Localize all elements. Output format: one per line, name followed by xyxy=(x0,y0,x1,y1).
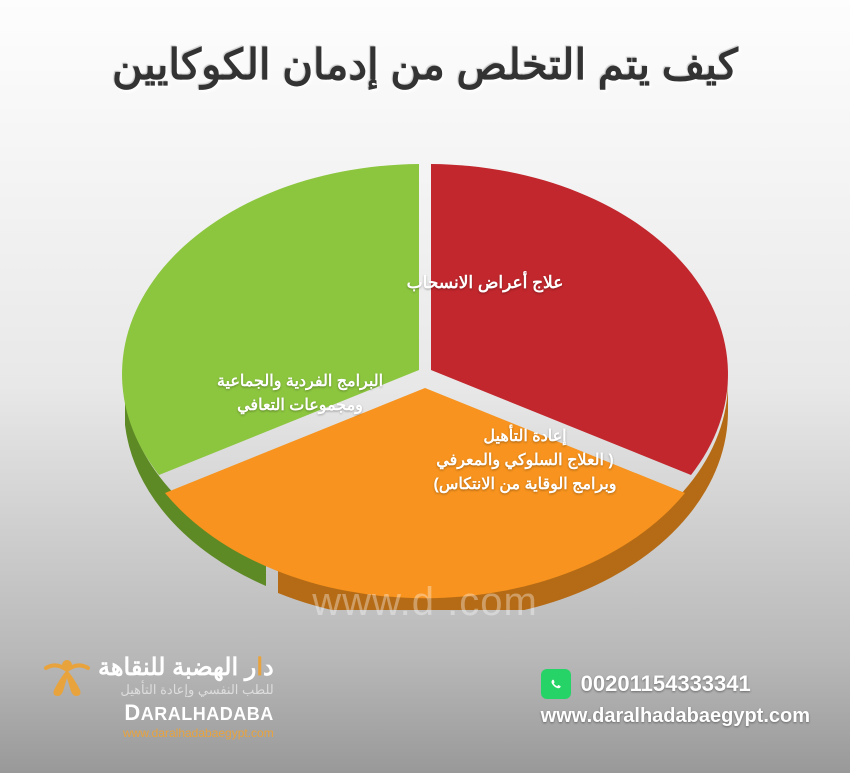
contact-block: 00201154333341 www.daralhadabaegypt.com xyxy=(541,669,810,728)
pie-chart: علاج أعراض الانسحاب إعادة التأهيل( العلا… xyxy=(115,150,735,610)
phone-row: 00201154333341 xyxy=(541,669,810,699)
page-title: كيف يتم التخلص من إدمان الكوكايين xyxy=(0,0,850,89)
logo-website: www.daralhadabaegypt.com xyxy=(98,726,274,740)
whatsapp-icon xyxy=(541,669,571,699)
watermark-text: www.d .com xyxy=(312,580,538,625)
logo-name-en: DARALHADABA xyxy=(98,700,274,726)
logo-person-icon xyxy=(40,656,90,712)
footer: 00201154333341 www.daralhadabaegypt.com … xyxy=(0,643,850,773)
pie-svg xyxy=(115,150,735,610)
logo-tagline-ar: للطب النفسي وإعادة التأهيل xyxy=(98,682,274,698)
logo-block: دار الهضبة للنقاهة للطب النفسي وإعادة ال… xyxy=(40,656,274,740)
phone-number: 00201154333341 xyxy=(581,671,751,697)
website-text: www.daralhadabaegypt.com xyxy=(541,705,810,728)
logo-name-ar: دار الهضبة للنقاهة xyxy=(98,656,274,680)
